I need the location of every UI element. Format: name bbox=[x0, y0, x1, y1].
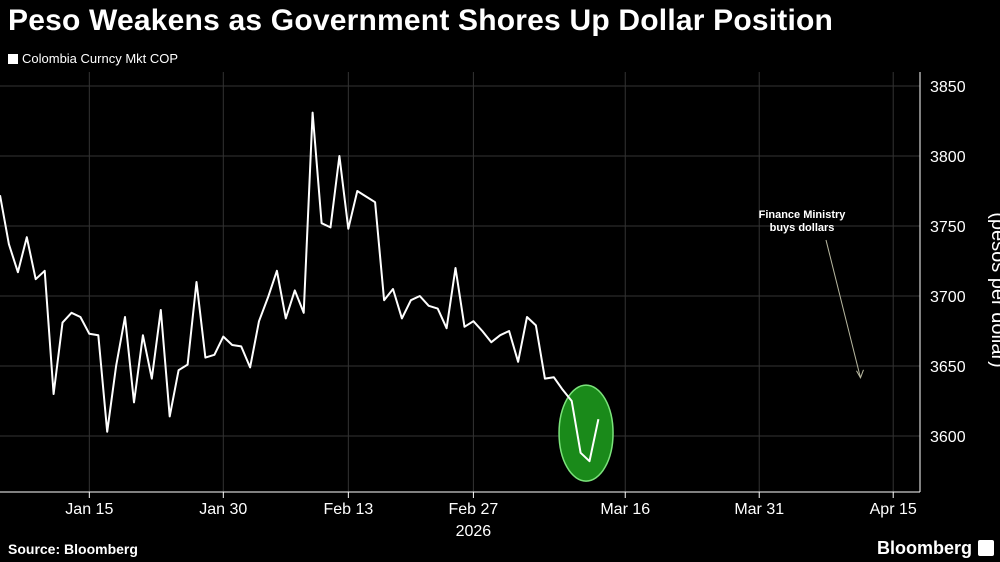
y-tick-label: 3750 bbox=[930, 219, 966, 236]
y-tick-label: 3850 bbox=[930, 79, 966, 96]
source-note: Source: Bloomberg bbox=[8, 541, 138, 557]
x-tick-label: Apr 15 bbox=[870, 501, 917, 518]
x-year-label: 2026 bbox=[456, 523, 492, 540]
bloomberg-chart-icon bbox=[978, 540, 994, 556]
annotation-arrow bbox=[825, 239, 861, 378]
x-tick-label: Jan 30 bbox=[199, 501, 247, 518]
annotation-arrowhead bbox=[856, 369, 864, 379]
series-line bbox=[0, 111, 600, 463]
y-axis-label: (pesos per dollar) bbox=[987, 212, 1000, 368]
y-tick-label: 3800 bbox=[930, 149, 966, 166]
x-tick-label: Feb 13 bbox=[323, 501, 373, 518]
legend-label: Colombia Curncy Mkt COP bbox=[22, 51, 179, 66]
x-tick-label: Jan 15 bbox=[65, 501, 113, 518]
y-tick-label: 3600 bbox=[930, 429, 966, 446]
y-tick-label: 3650 bbox=[930, 359, 966, 376]
x-tick-label: Feb 27 bbox=[448, 501, 498, 518]
x-tick-label: Mar 16 bbox=[600, 501, 650, 518]
y-tick-label: 3700 bbox=[930, 289, 966, 306]
brand-logo: Bloomberg bbox=[876, 538, 972, 558]
x-tick-label: Mar 31 bbox=[734, 501, 784, 518]
legend-swatch bbox=[8, 53, 18, 64]
annotation-text: buys dollars bbox=[770, 222, 835, 234]
legend: Colombia Curncy Mkt COP bbox=[8, 51, 178, 66]
highlight-ellipse bbox=[558, 384, 614, 482]
annotation-text: Finance Ministry bbox=[759, 209, 847, 221]
chart-title: Peso Weakens as Government Shores Up Dol… bbox=[8, 4, 834, 37]
